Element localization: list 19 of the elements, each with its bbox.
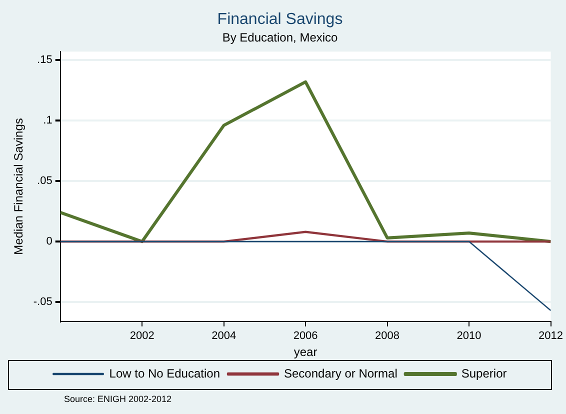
y-tick-label: 0 — [46, 236, 52, 248]
chart-subtitle: By Education, Mexico — [222, 30, 338, 45]
y-tick-label: .05 — [37, 175, 52, 188]
x-tick-label: 2004 — [212, 330, 236, 342]
y-axis-title: Median Financial Savings — [12, 118, 26, 255]
legend-label: Superior — [461, 366, 507, 380]
y-tick-label: .1 — [43, 114, 52, 127]
x-tick-label: 2010 — [456, 330, 482, 342]
x-tick-label: 2012 — [538, 330, 564, 342]
legend-label: Low to No Education — [109, 366, 220, 380]
x-tick-label: 2008 — [375, 330, 400, 342]
y-tick-label: -.05 — [33, 296, 52, 308]
legend-label: Secondary or Normal — [284, 366, 398, 380]
y-tick-label: .15 — [37, 54, 52, 66]
chart-title: Financial Savings — [217, 11, 343, 28]
x-axis-title: year — [294, 345, 318, 360]
x-tick-label: 2006 — [293, 330, 318, 342]
x-tick-label: 2002 — [130, 330, 154, 342]
source-note: Source: ENIGH 2002-2012 — [64, 394, 172, 404]
